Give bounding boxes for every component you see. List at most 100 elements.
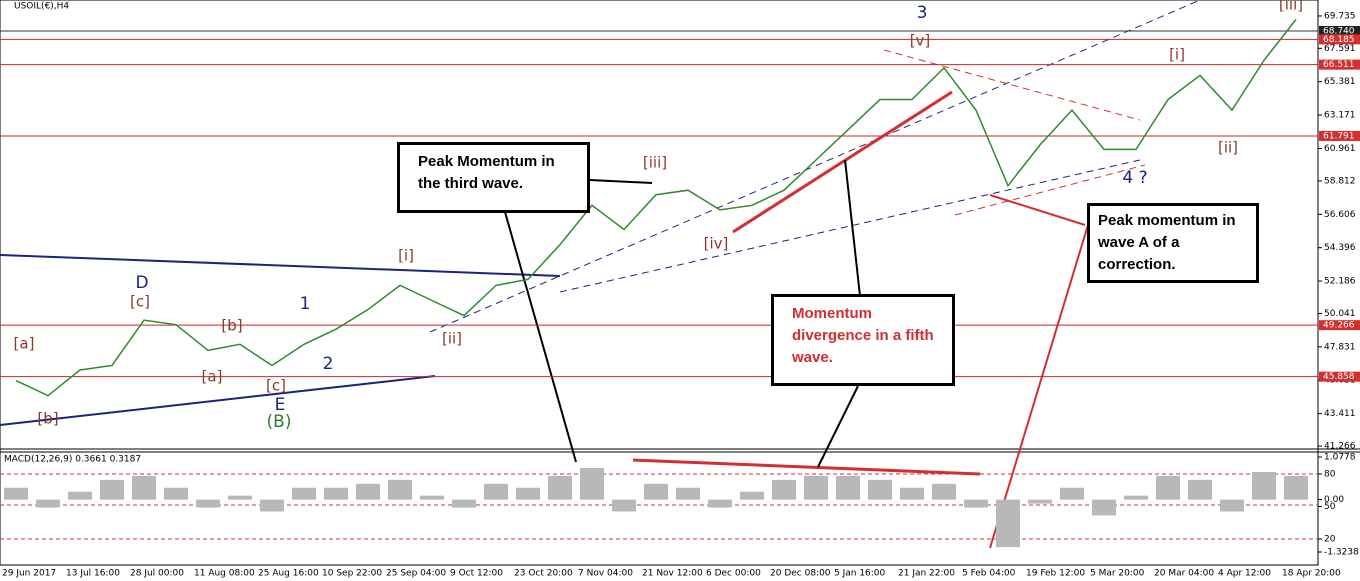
level-label: 68.185 [1323,35,1355,45]
divergence-line [632,458,981,476]
histogram-bar [1252,471,1276,500]
wave-label: (B) [267,412,292,432]
y-tick-label: 67.591 [1324,44,1356,54]
pointer-line [989,194,1086,226]
channel-line [429,0,1201,333]
y-tick-label: 63.171 [1324,111,1356,121]
wave-label: 1 [300,294,311,314]
y-tick-label: 47.831 [1324,342,1356,352]
x-tick-label: 18 Apr 20:00 [1282,569,1341,579]
x-tick-label: 13 Jul 16:00 [66,569,120,579]
histogram-bar [1124,495,1148,500]
x-tick-label: 7 Nov 04:00 [578,569,633,579]
trend-line [0,254,561,277]
level-label: 68.740 [1323,26,1355,36]
y-tick-label: 65.381 [1324,77,1356,87]
x-tick-label: 5 Jan 16:00 [834,569,886,579]
y2-tick-label: 20 [1324,534,1336,544]
wave-label: [i] [398,247,414,265]
wave-label: [iii] [643,154,667,172]
histogram-bar [580,467,604,500]
histogram-bar [1092,499,1116,516]
y-tick-label: 43.411 [1324,409,1356,419]
wave-label: [b] [37,410,58,428]
channel-line [954,164,1146,216]
histogram-bar [740,491,764,500]
frame [0,0,1319,566]
pointer-line [844,159,861,297]
wave-label: [c] [130,293,150,311]
wave-label: [i] [1169,46,1185,64]
histogram-bar [484,483,508,500]
histogram-bar [516,487,540,500]
level-label: 49.266 [1323,321,1355,331]
histogram-bar [292,487,316,500]
histogram-bar [68,491,92,500]
y-tick-label: 41.266 [1324,442,1356,452]
chart-title: USOIL(€),H4 [14,2,69,12]
wave-label: [a] [202,368,223,386]
histogram-bar [452,499,476,508]
channel-line [559,159,1141,293]
x-tick-label: 28 Jul 00:00 [130,569,184,579]
y-tick-label: 52.186 [1324,277,1356,287]
y-tick-label: 1.0778 [1324,452,1356,462]
histogram-bar [4,487,28,500]
note: Peak Momentum in the third wave. [397,142,590,213]
pointer-line [989,224,1089,549]
x-tick-label: 21 Nov 12:00 [642,569,703,579]
y-tick-label: 50.041 [1324,309,1356,319]
note: Peak momentum in wave A of a correction. [1087,203,1259,283]
histogram-bar [996,499,1020,548]
histogram-bar [196,499,220,508]
y-tick-label: 54.396 [1324,243,1356,253]
histogram-bar [932,483,956,500]
histogram-bar [1284,475,1308,500]
wave-label: [iii] [1279,0,1303,14]
pointer-line [504,211,577,463]
histogram-bar [1220,499,1244,512]
wave-label: [ii] [442,330,462,348]
level-tag [1319,320,1360,331]
x-tick-label: 23 Oct 20:00 [514,569,573,579]
histogram-bar [164,487,188,500]
histogram-bar [676,487,700,500]
histogram-bar [772,479,796,500]
level-tag [1319,34,1360,45]
x-tick-label: 25 Sep 04:00 [386,569,446,579]
y-tick-label: 69.735 [1324,11,1356,21]
pointer-line [817,385,859,468]
wave-label: [iv] [704,235,729,253]
histogram-bar [868,479,892,500]
x-tick-label: 10 Sep 22:00 [322,569,382,579]
price-line [15,19,1297,397]
histogram-bar [548,475,572,500]
x-tick-label: 5 Mar 20:00 [1090,569,1145,579]
wave-label: E [275,395,286,415]
x-tick-label: 11 Aug 08:00 [194,569,255,579]
histogram-bar [1188,479,1212,500]
level-tag [1319,25,1360,36]
histogram-bar [356,483,380,500]
y-tick-label: 60.961 [1324,144,1356,154]
histogram-bar [708,499,732,508]
x-tick-label: 9 Oct 12:00 [450,569,503,579]
wave-label: 4 ? [1122,168,1147,188]
pointer-line [589,179,653,184]
level-tag [1319,371,1360,382]
x-tick-label: 20 Mar 04:00 [1154,569,1214,579]
histogram-bar [100,479,124,500]
y-tick-label: -1.3238 [1324,548,1359,558]
histogram-bar [1060,487,1084,500]
wave-label: 2 [323,354,334,374]
histogram-bar [1028,499,1052,504]
histogram-bar [324,487,348,500]
histogram-bar [420,495,444,500]
divergence-line [732,90,953,234]
wave-label: [ii] [1218,139,1238,157]
x-tick-label: 21 Jan 22:00 [898,569,955,579]
level-tag [1319,59,1360,70]
wave-label: [b] [221,317,242,335]
